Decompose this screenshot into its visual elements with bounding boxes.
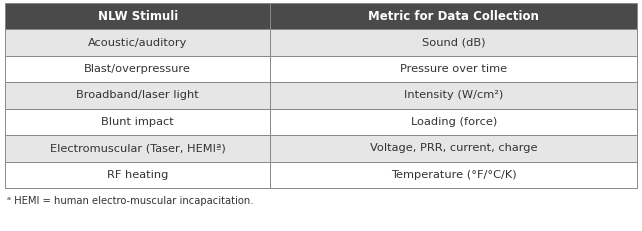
Text: Loading (force): Loading (force) xyxy=(411,117,497,127)
Bar xyxy=(5,109,270,135)
Bar xyxy=(270,56,637,82)
Bar xyxy=(5,29,270,56)
Text: Blunt impact: Blunt impact xyxy=(101,117,174,127)
Bar xyxy=(5,135,270,161)
Bar xyxy=(5,161,270,188)
Text: Blast/overpressure: Blast/overpressure xyxy=(84,64,191,74)
Text: Pressure over time: Pressure over time xyxy=(400,64,507,74)
Text: Voltage, PRR, current, charge: Voltage, PRR, current, charge xyxy=(370,143,537,153)
Text: Broadband/laser light: Broadband/laser light xyxy=(76,91,199,100)
Bar xyxy=(5,56,270,82)
Text: ᵃ HEMI = human electro-muscular incapacitation.: ᵃ HEMI = human electro-muscular incapaci… xyxy=(7,196,254,206)
Text: Temperature (°F/°C/K): Temperature (°F/°C/K) xyxy=(391,170,517,180)
Text: NLW Stimuli: NLW Stimuli xyxy=(98,10,178,23)
Bar xyxy=(270,109,637,135)
Text: Intensity (W/cm²): Intensity (W/cm²) xyxy=(404,91,503,100)
Bar xyxy=(270,3,637,29)
Bar xyxy=(5,82,270,109)
Bar xyxy=(270,161,637,188)
Bar xyxy=(5,3,270,29)
Text: Acoustic/auditory: Acoustic/auditory xyxy=(88,38,187,48)
Bar xyxy=(270,135,637,161)
Text: RF heating: RF heating xyxy=(107,170,168,180)
Text: Sound (dB): Sound (dB) xyxy=(422,38,485,48)
Bar xyxy=(270,82,637,109)
Bar xyxy=(270,29,637,56)
Text: Electromuscular (Taser, HEMIª): Electromuscular (Taser, HEMIª) xyxy=(50,143,225,153)
Text: Metric for Data Collection: Metric for Data Collection xyxy=(369,10,539,23)
